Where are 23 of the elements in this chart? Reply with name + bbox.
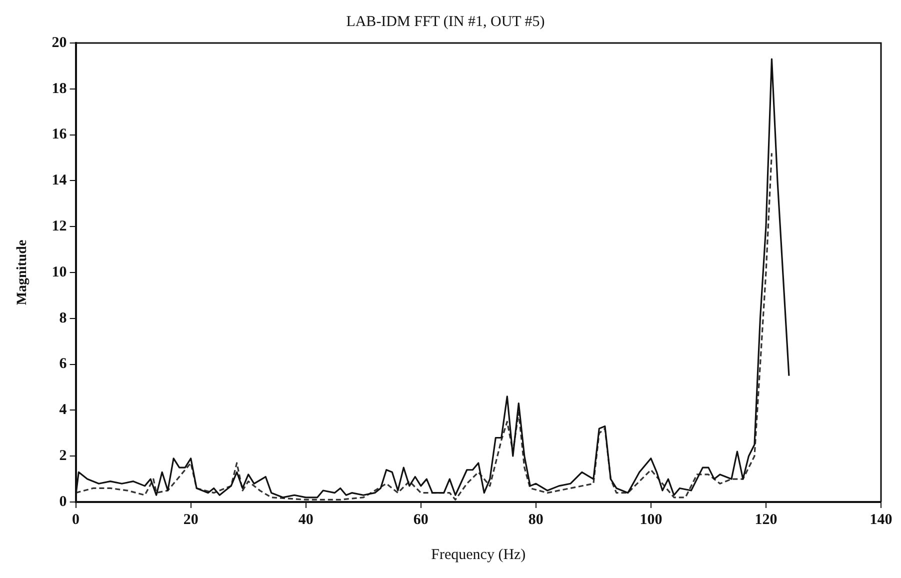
y-tick-label: 4 (59, 402, 68, 418)
x-tick-label: 120 (754, 512, 778, 528)
y-tick-label: 0 (59, 494, 67, 510)
y-tick-label: 8 (59, 310, 67, 326)
y-axis-title: Magnitude (15, 240, 30, 306)
y-tick-label: 2 (59, 448, 67, 464)
line-series (76, 152, 773, 501)
y-tick-label: 12 (52, 218, 67, 234)
x-tick-label: 140 (870, 512, 892, 528)
x-axis-title: Frequency (Hz) (431, 546, 526, 563)
x-tick-label: 40 (298, 512, 314, 528)
y-tick-label: 20 (52, 34, 67, 51)
y-tick-label: 14 (52, 172, 68, 189)
y-tick-label: 18 (52, 80, 67, 97)
chart-title: LAB-IDM FFT (IN #1, OUT #5) (346, 14, 545, 30)
x-tick-label: 100 (640, 512, 662, 528)
y-tick-label: 6 (59, 356, 68, 372)
x-tick-label: 80 (528, 512, 544, 528)
x-tick-label: 0 (72, 512, 80, 528)
x-tick-label: 20 (183, 512, 198, 528)
x-tick-label: 60 (413, 512, 428, 528)
y-tick-label: 16 (52, 126, 68, 143)
y-tick-label: 10 (52, 264, 67, 280)
